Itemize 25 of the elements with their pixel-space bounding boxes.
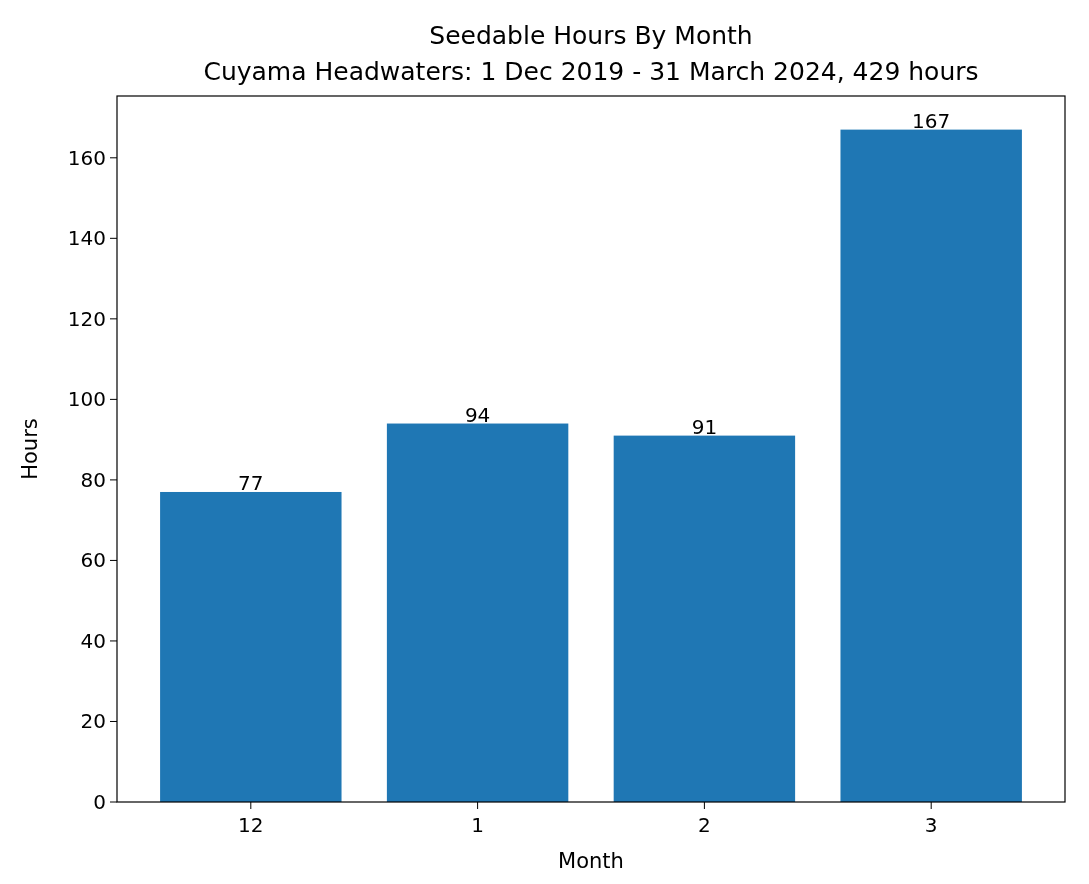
bar: [160, 491, 342, 802]
y-tick-label: 0: [93, 790, 106, 814]
y-tick-label: 60: [80, 548, 106, 573]
y-tick-label: 100: [67, 387, 106, 412]
chart-subtitle: Cuyama Headwaters: 1 Dec 2019 - 31 March 2024, 429 hours: [203, 57, 979, 86]
x-tick-label: 12: [238, 813, 264, 837]
bar: [386, 423, 569, 802]
chart-title: Seedable Hours By Month: [429, 21, 753, 50]
y-tick-label: 80: [80, 467, 106, 492]
data-label: 91: [691, 414, 718, 439]
x-tick-label: 1: [471, 813, 484, 837]
y-tick-label: 120: [67, 306, 106, 331]
bar: [840, 129, 1022, 802]
y-tick-label: 40: [80, 628, 106, 653]
y-tick-label: 20: [80, 709, 106, 734]
y-tick-label: 160: [67, 145, 106, 170]
bar: [613, 435, 796, 802]
y-tick-label: 140: [67, 226, 106, 251]
y-axis-title: Hours: [18, 418, 42, 480]
data-label: 77: [238, 470, 264, 495]
data-label: 167: [912, 108, 951, 133]
data-label: 94: [464, 402, 491, 427]
x-tick-label: 3: [924, 813, 938, 837]
x-axis-title: Month: [558, 849, 624, 873]
x-tick-label: 2: [698, 813, 711, 837]
